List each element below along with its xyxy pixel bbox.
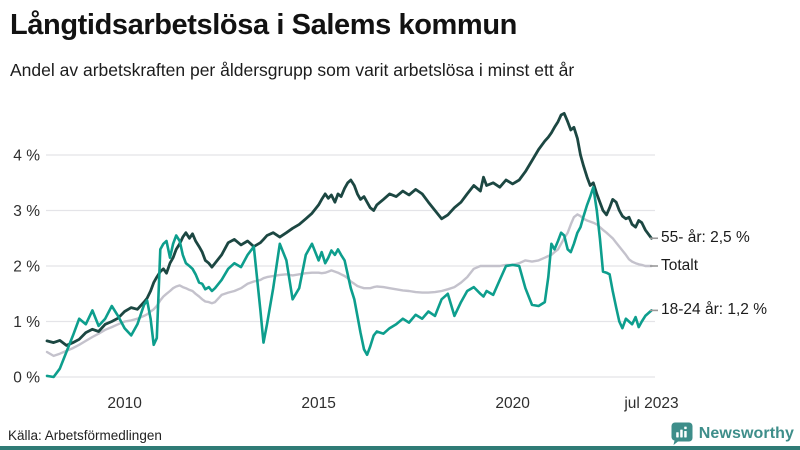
y-axis-tick-label: 3 % [13,203,40,220]
newsworthy-badge-icon [671,422,693,445]
source-caption: Källa: Arbetsförmedlingen [8,428,162,443]
series-line-totalt [45,213,653,358]
x-axis-tick-label: jul 2023 [623,395,678,412]
series-line-55-r [45,112,653,347]
x-axis-tick-label: 2015 [301,395,335,412]
page-subtitle: Andel av arbetskraften per åldersgrupp s… [10,60,575,80]
series-label-totalt: Totalt [661,257,699,274]
x-axis-tick-label: 2010 [107,395,142,412]
y-axis-tick-label: 0 % [13,370,40,387]
newsworthy-logo: Newsworthy [671,422,794,445]
y-axis-tick-label: 2 % [13,259,40,276]
series-line-18-24-r [45,185,653,379]
page-title: Långtidsarbetslösa i Salems kommun [10,9,517,41]
series-label-55-r: 55- år: 2,5 % [661,229,750,247]
newsworthy-wordmark: Newsworthy [698,424,794,442]
bottom-accent-bar [0,446,800,450]
y-axis-tick-label: 4 % [13,148,40,165]
x-axis-tick-label: 2020 [495,395,530,412]
series-label-18-24-r: 18-24 år: 1,2 % [661,301,767,319]
y-axis-tick-label: 1 % [13,314,40,331]
